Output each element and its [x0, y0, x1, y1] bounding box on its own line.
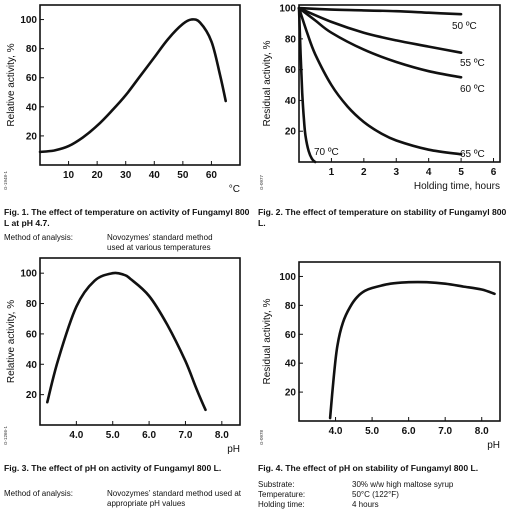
series-line	[46, 271, 207, 412]
x-tick-label: 4.0	[69, 430, 83, 441]
y-tick-label: 60	[26, 329, 38, 340]
x-axis-label: Holding time, hours	[414, 181, 500, 192]
x-tick-label: 6.0	[402, 426, 416, 437]
chart-fig1: 20 40 60 80 100 10 20 30 40 50 60 Relative activity…	[3, 4, 241, 195]
x-tick-label: 8.0	[475, 426, 489, 437]
figure-code: G-0977	[259, 174, 264, 190]
x-tick-label: 10	[63, 170, 75, 181]
x-axis-label: pH	[227, 444, 240, 455]
x-tick-label: 1	[329, 167, 335, 178]
chart-fig2: 20 40 60 80 100 1 2 3 4 5 6 Residual activity, % Hol…	[259, 4, 501, 192]
series-label: 50 ºC	[452, 21, 477, 32]
note-value: 4 hours	[352, 500, 379, 509]
x-axis-label: pH	[487, 440, 500, 451]
x-tick-label: 7.0	[438, 426, 452, 437]
series-label: 70 ºC	[314, 147, 339, 158]
notes-fig3: Method of analysis: Novozymes’ standard …	[4, 489, 254, 511]
note-key: Temperature:	[258, 490, 306, 499]
y-tick-label: 40	[26, 102, 38, 113]
series-line	[297, 6, 463, 16]
y-tick-label: 80	[26, 44, 38, 55]
y-tick-label: 60	[26, 73, 38, 84]
y-tick-label: 60	[285, 330, 297, 341]
plot-frame	[39, 257, 241, 426]
x-tick-label: 8.0	[215, 430, 229, 441]
y-tick-label: 80	[285, 34, 297, 45]
y-tick-label: 20	[26, 390, 38, 401]
note-value: 30% w/w high maltose syrup	[352, 480, 454, 489]
plot-frame	[39, 4, 241, 166]
x-tick-label: 4.0	[329, 426, 343, 437]
x-tick-label: 50	[177, 170, 189, 181]
x-tick-label: 3	[393, 167, 399, 178]
x-tick-label: 20	[92, 170, 104, 181]
figure-code: G-1266-1	[3, 425, 8, 445]
caption-fig4: Fig. 4. The effect of pH on stability of…	[258, 463, 479, 473]
plot-frame	[298, 261, 501, 422]
y-tick-label: 100	[279, 4, 296, 15]
y-tick-label: 20	[285, 388, 297, 399]
x-tick-label: 5.0	[365, 426, 379, 437]
x-tick-label: 7.0	[179, 430, 193, 441]
note-value: Novozymes’ standard method used at appro…	[107, 489, 241, 508]
chart-fig4: 20 40 60 80 100 4.0 5.0 6.0 7.0 8.0 Residual activ…	[259, 261, 501, 451]
notes-fig4: Substrate: 30% w/w high maltose syrup Te…	[258, 480, 508, 511]
x-tick-label: 60	[206, 170, 218, 181]
y-axis-label: Residual activity, %	[262, 298, 273, 384]
y-tick-label: 80	[26, 299, 38, 310]
caption-fig1: Fig. 1. The effect of temperature on act…	[4, 207, 250, 228]
y-axis-label: Relative activity, %	[6, 43, 17, 126]
x-tick-label: 2	[361, 167, 367, 178]
series-label: 55 ºC	[460, 58, 485, 69]
x-tick-label: 6	[491, 167, 497, 178]
note-key: Holding time:	[258, 500, 305, 509]
x-tick-label: 30	[120, 170, 132, 181]
series-line	[297, 6, 463, 156]
series-line	[297, 6, 463, 79]
note-value: 50°C (122°F)	[352, 490, 399, 499]
figure-code: G-1948-1	[3, 170, 8, 190]
note-value: Novozymes’ standard method used at vario…	[107, 233, 213, 252]
y-axis-label: Relative activity, %	[6, 300, 17, 383]
series-line	[297, 6, 463, 54]
notes-fig1: Method of analysis: Novozymes’ standard …	[4, 233, 254, 255]
note-key: Method of analysis:	[4, 233, 73, 242]
y-axis-label: Residual activity, %	[262, 40, 273, 126]
y-tick-label: 40	[26, 360, 38, 371]
y-tick-label: 40	[285, 359, 297, 370]
chart-fig3: 20 40 60 80 100 4.0 5.0 6.0 7.0 8.0 Relative activ…	[3, 257, 241, 455]
series-line	[328, 280, 496, 420]
caption-fig3: Fig. 3. The effect of pH on activity of …	[4, 463, 222, 473]
y-tick-label: 100	[279, 272, 296, 283]
y-tick-label: 20	[26, 131, 38, 142]
figure-code: G-0978	[259, 429, 264, 445]
x-tick-label: 5	[458, 167, 464, 178]
x-axis-label: °C	[229, 184, 240, 195]
y-tick-label: 100	[20, 269, 37, 280]
x-tick-label: 40	[149, 170, 161, 181]
y-tick-label: 20	[285, 127, 297, 138]
x-tick-label: 6.0	[142, 430, 156, 441]
caption-fig2: Fig. 2. The effect of temperature on sta…	[258, 207, 507, 228]
x-tick-label: 4	[426, 167, 432, 178]
y-tick-label: 40	[285, 96, 297, 107]
y-tick-label: 80	[285, 301, 297, 312]
note-key: Method of analysis:	[4, 489, 73, 498]
x-tick-label: 5.0	[106, 430, 120, 441]
series-line	[297, 6, 317, 164]
y-tick-label: 60	[285, 65, 297, 76]
y-tick-label: 100	[20, 15, 37, 26]
note-key: Substrate:	[258, 480, 295, 489]
series-line	[38, 18, 227, 154]
plot-frame	[298, 4, 501, 163]
series-label: 65 ºC	[460, 149, 485, 160]
series-label: 60 ºC	[460, 84, 485, 95]
